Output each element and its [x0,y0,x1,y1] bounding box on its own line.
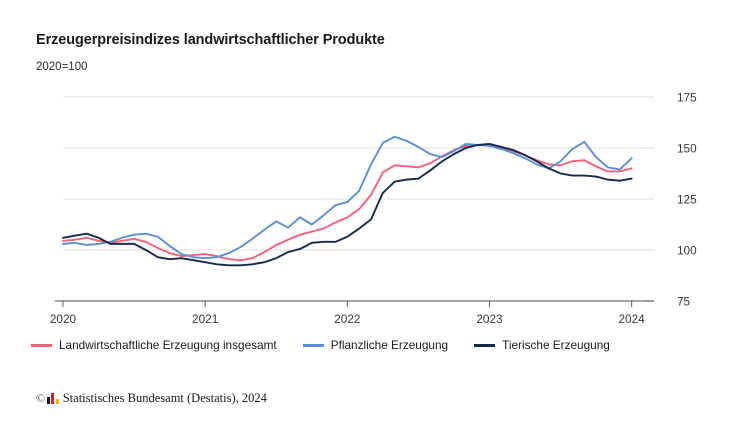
x-tick-label: 2022 [334,312,360,326]
y-tick-label: 150 [677,142,697,156]
data-series-lines [62,135,633,267]
series-line-2 [62,142,633,267]
destatis-logo-icon [47,392,59,404]
legend-label: Pflanzliche Erzeugung [330,338,449,352]
footer-text: Statistisches Bundesamt (Destatis), 2024 [62,391,267,405]
y-tick-label: 175 [677,91,697,105]
legend-label: Tierische Erzeugung [502,338,610,352]
page-title: Erzeugerpreisindizes landwirtschaftliche… [36,32,385,48]
footer-attribution: © Statistisches Bundesamt (Destatis), 20… [36,392,267,405]
y-tick-label: 125 [677,193,697,207]
y-tick-label: 100 [677,244,697,258]
legend-swatch-icon [31,344,52,348]
x-tick-label: 2024 [619,312,646,326]
grid-lines [63,96,643,302]
chart-legend: Landwirtschaftliche Erzeugung insgesamt … [31,338,636,352]
x-axis-tick-labels: 2020 2021 2022 2023 2024 [50,312,645,326]
y-axis-tick-labels: 75 100 125 150 175 [677,91,697,309]
chart-subtitle: 2020=100 [36,61,88,73]
y-tick-label: 75 [677,295,691,309]
x-tick-label: 2023 [476,312,503,326]
x-tick-label: 2021 [192,312,218,326]
series-line-1 [62,135,633,260]
legend-item-gesamt[interactable]: Landwirtschaftliche Erzeugung insgesamt [31,338,277,352]
legend-item-pflanzlich[interactable]: Pflanzliche Erzeugung [302,338,449,352]
legend-label: Landwirtschaftliche Erzeugung insgesamt [59,338,277,352]
legend-item-tierisch[interactable]: Tierische Erzeugung [474,338,610,352]
copyright-icon: © [36,391,46,406]
x-tick-marks [62,301,633,307]
y-tick-marks [643,96,654,302]
legend-swatch-icon [474,344,496,348]
x-tick-label: 2020 [50,312,77,326]
legend-swatch-icon [302,344,324,348]
